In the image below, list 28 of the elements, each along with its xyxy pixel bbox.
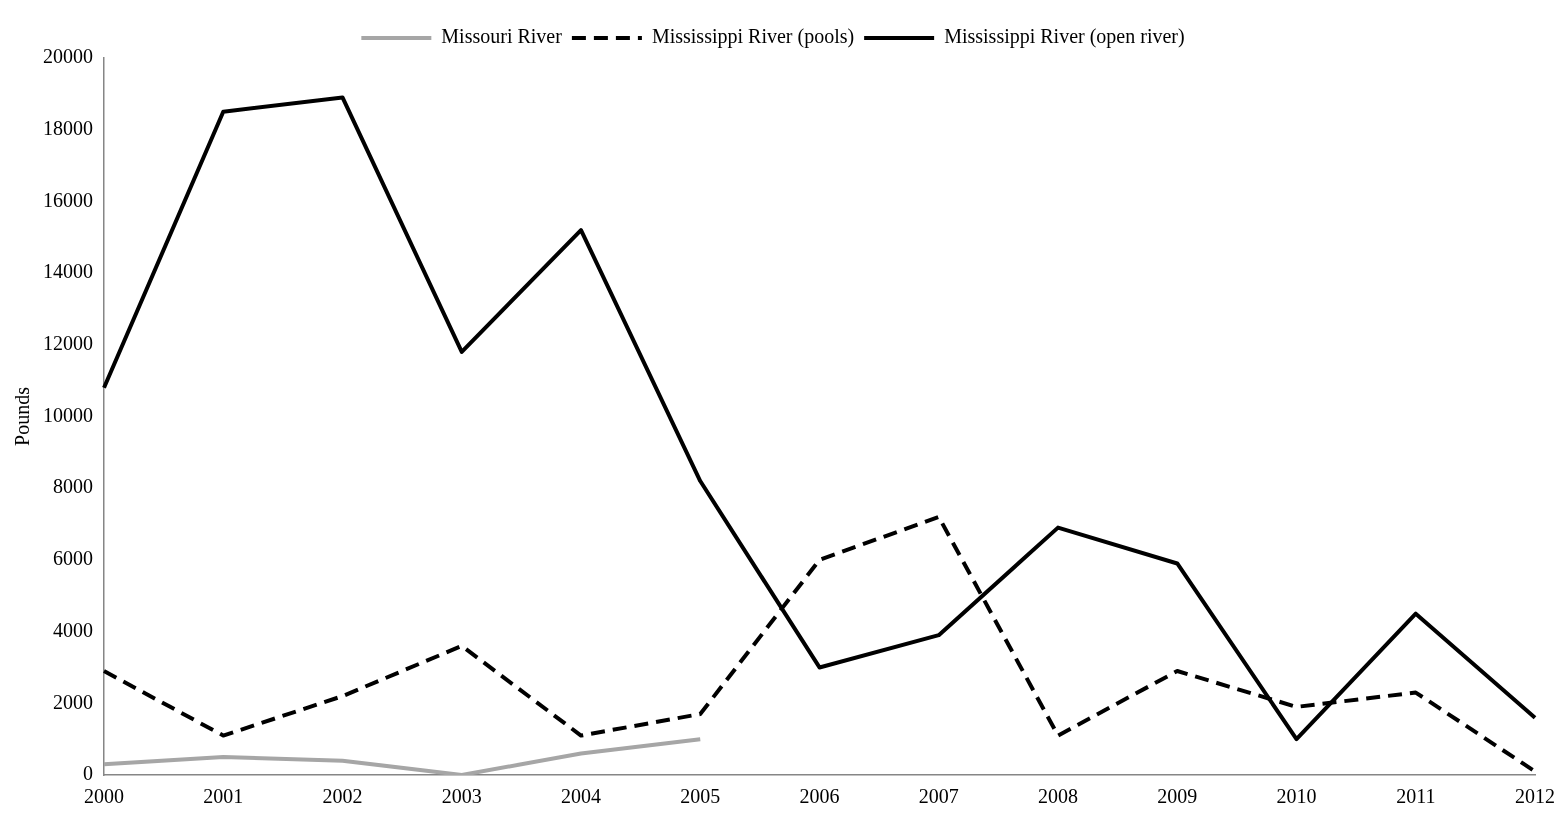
x-tick-label: 2012 <box>1515 785 1555 808</box>
x-tick-label: 2004 <box>561 785 601 808</box>
y-axis-title: Pounds <box>11 386 34 446</box>
y-tick-label: 14000 <box>43 260 93 283</box>
y-tick-label: 6000 <box>53 547 93 570</box>
y-tick-label: 16000 <box>43 188 93 211</box>
y-tick-label: 18000 <box>43 116 93 139</box>
y-tick-label: 20000 <box>43 45 93 68</box>
legend-label: Mississippi River (open river) <box>944 25 1185 49</box>
y-tick-label: 2000 <box>53 690 93 713</box>
y-tick-label: 8000 <box>53 475 93 498</box>
x-tick-label: 2001 <box>203 785 244 808</box>
y-tick-label: 0 <box>83 762 93 785</box>
x-tick-label: 2005 <box>680 785 721 808</box>
y-tick-label: 4000 <box>53 618 93 641</box>
x-tick-label: 2002 <box>322 785 363 808</box>
legend-label: Missouri River <box>441 25 563 48</box>
x-tick-label: 2007 <box>918 785 959 808</box>
x-tick-label: 2003 <box>441 785 482 808</box>
legend-label: Mississippi River (pools) <box>651 25 855 49</box>
x-tick-label: 2006 <box>799 785 840 808</box>
x-tick-label: 2011 <box>1396 785 1436 808</box>
x-tick-label: 2008 <box>1038 785 1078 808</box>
y-tick-label: 12000 <box>43 332 93 355</box>
x-tick-label: 2000 <box>84 785 124 808</box>
x-tick-label: 2009 <box>1157 785 1198 808</box>
y-tick-label: 10000 <box>43 403 93 426</box>
x-tick-label: 2010 <box>1276 785 1317 808</box>
